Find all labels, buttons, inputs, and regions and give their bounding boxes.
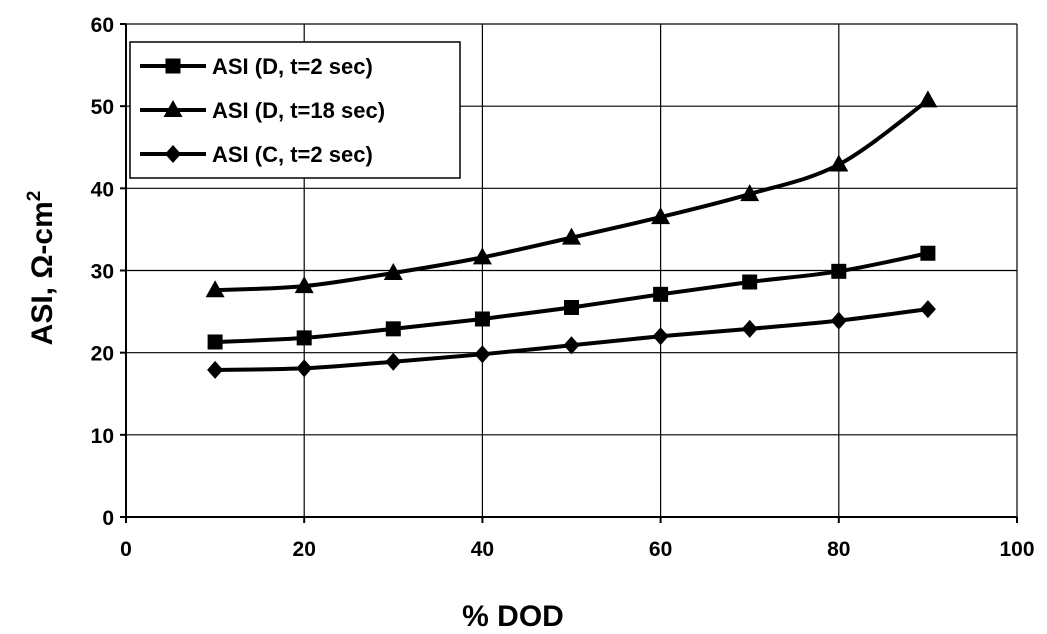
legend-marker-square bbox=[165, 58, 181, 74]
data-point-diamond bbox=[296, 359, 313, 378]
data-point-diamond bbox=[207, 360, 224, 379]
x-tick-label: 60 bbox=[649, 538, 672, 561]
x-tick-label: 100 bbox=[999, 538, 1034, 561]
data-point-diamond bbox=[919, 300, 936, 319]
y-tick-label: 30 bbox=[91, 261, 114, 284]
y-tick-label: 20 bbox=[91, 343, 114, 366]
data-point-square bbox=[653, 286, 669, 302]
y-axis-label-superscript: 2 bbox=[24, 191, 45, 202]
y-axis-label-main: ASI, Ω-cm bbox=[26, 201, 59, 345]
series-group bbox=[205, 90, 938, 379]
data-point-square bbox=[385, 321, 401, 337]
axes bbox=[120, 23, 1018, 523]
series-square bbox=[207, 245, 936, 350]
legend-label: ASI (D, t=18 sec) bbox=[212, 98, 385, 123]
y-tick-labels: 0 10 20 30 40 50 60 bbox=[91, 14, 114, 530]
y-tick-label: 60 bbox=[91, 14, 114, 37]
x-tick-label: 80 bbox=[827, 538, 850, 561]
data-point-triangle bbox=[294, 276, 314, 294]
x-tick-label: 40 bbox=[471, 538, 494, 561]
data-point-diamond bbox=[563, 336, 580, 355]
data-point-triangle bbox=[740, 184, 760, 202]
legend-item: ASI (D, t=18 sec) bbox=[140, 98, 385, 123]
data-point-triangle bbox=[205, 280, 225, 298]
x-tick-label: 0 bbox=[120, 538, 132, 561]
data-point-diamond bbox=[474, 345, 491, 364]
y-tick-label: 40 bbox=[91, 178, 114, 201]
legend-label: ASI (C, t=2 sec) bbox=[212, 142, 373, 167]
series-diamond bbox=[207, 300, 936, 379]
data-point-diamond bbox=[652, 327, 669, 346]
data-point-triangle bbox=[472, 247, 492, 265]
data-point-triangle bbox=[383, 262, 403, 280]
data-point-triangle bbox=[562, 227, 581, 245]
data-point-triangle bbox=[651, 207, 671, 225]
data-point-square bbox=[920, 245, 936, 261]
legend-item: ASI (D, t=2 sec) bbox=[140, 54, 373, 79]
y-tick-label: 50 bbox=[91, 96, 114, 119]
x-tick-labels: 0 20 40 60 80 100 bbox=[120, 538, 1034, 561]
x-axis-label: % DOD bbox=[462, 600, 564, 633]
data-point-square bbox=[296, 330, 312, 346]
series-line bbox=[215, 251, 929, 344]
data-point-triangle bbox=[918, 90, 938, 108]
data-point-square bbox=[742, 274, 758, 290]
data-point-triangle bbox=[829, 154, 849, 172]
data-point-diamond bbox=[741, 319, 758, 338]
data-point-diamond bbox=[385, 352, 402, 371]
data-point-diamond bbox=[830, 311, 847, 330]
y-tick-label: 10 bbox=[91, 425, 114, 448]
legend-marker-triangle bbox=[163, 100, 183, 117]
legend-marker-diamond bbox=[165, 145, 181, 163]
legend-item: ASI (C, t=2 sec) bbox=[140, 142, 373, 167]
legend-label: ASI (D, t=2 sec) bbox=[212, 54, 373, 79]
data-point-square bbox=[474, 311, 490, 327]
data-point-square bbox=[564, 299, 579, 315]
series-triangle bbox=[205, 90, 938, 298]
data-point-square bbox=[207, 334, 223, 350]
grid bbox=[126, 23, 1018, 517]
y-tick-label: 0 bbox=[102, 507, 114, 530]
y-axis-label: ASI, Ω-cm2 bbox=[24, 191, 59, 346]
legend: ASI (D, t=2 sec) ASI (D, t=18 sec) ASI (C,… bbox=[129, 41, 461, 179]
data-point-square bbox=[831, 263, 847, 279]
x-tick-label: 20 bbox=[293, 538, 316, 561]
